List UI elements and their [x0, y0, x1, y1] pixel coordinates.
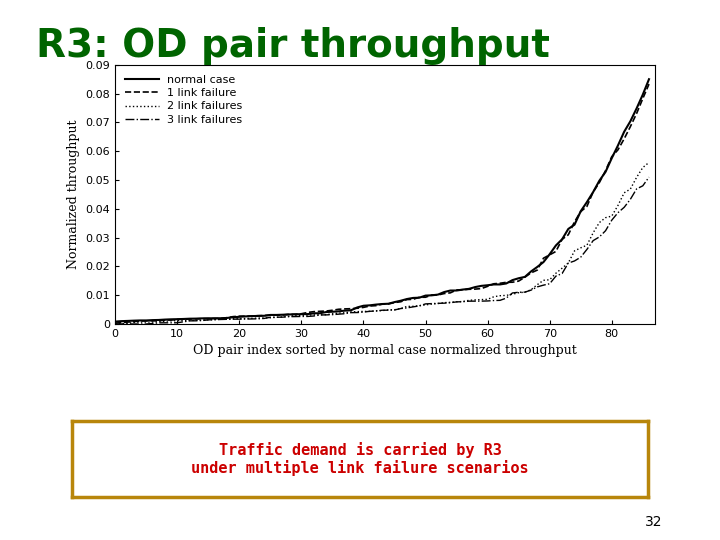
- 3 link failures: [378, 307, 387, 313]
- 3 link failures: [644, 174, 653, 180]
- 2 link failures: [545, 276, 554, 283]
- 3 link failures: [111, 321, 120, 327]
- 1 link failure: [378, 301, 387, 307]
- Line: normal case: normal case: [115, 79, 649, 322]
- Legend: normal case, 1 link failure, 2 link failures, 3 link failures: normal case, 1 link failure, 2 link fail…: [121, 70, 247, 129]
- 2 link failures: [229, 315, 238, 322]
- Y-axis label: Normalized throughput: Normalized throughput: [67, 120, 80, 269]
- 2 link failures: [198, 317, 207, 323]
- Text: 32: 32: [645, 515, 662, 529]
- Line: 1 link failure: 1 link failure: [115, 84, 649, 323]
- 1 link failure: [266, 312, 275, 319]
- normal case: [198, 315, 207, 322]
- 2 link failures: [378, 307, 387, 314]
- normal case: [644, 76, 653, 83]
- 1 link failure: [644, 81, 653, 87]
- 2 link failures: [334, 310, 343, 316]
- Line: 3 link failures: 3 link failures: [115, 177, 649, 324]
- 3 link failures: [545, 280, 554, 287]
- normal case: [545, 251, 554, 258]
- 1 link failure: [198, 315, 207, 322]
- normal case: [334, 308, 343, 315]
- normal case: [378, 301, 387, 307]
- normal case: [266, 312, 275, 318]
- Text: Traffic demand is carried by R3
under multiple link failure scenarios: Traffic demand is carried by R3 under mu…: [192, 442, 528, 476]
- 3 link failures: [334, 311, 343, 318]
- 3 link failures: [198, 318, 207, 324]
- Line: 2 link failures: 2 link failures: [115, 163, 649, 323]
- normal case: [229, 314, 238, 320]
- 1 link failure: [334, 306, 343, 313]
- 1 link failure: [229, 313, 238, 320]
- 2 link failures: [111, 320, 120, 327]
- Text: R3: OD pair throughput: R3: OD pair throughput: [36, 27, 550, 65]
- 2 link failures: [644, 159, 653, 166]
- 2 link failures: [266, 314, 275, 321]
- 3 link failures: [266, 314, 275, 320]
- 1 link failure: [111, 320, 120, 326]
- normal case: [111, 319, 120, 325]
- X-axis label: OD pair index sorted by normal case normalized throughput: OD pair index sorted by normal case norm…: [194, 345, 577, 357]
- 1 link failure: [545, 252, 554, 258]
- 3 link failures: [229, 316, 238, 322]
